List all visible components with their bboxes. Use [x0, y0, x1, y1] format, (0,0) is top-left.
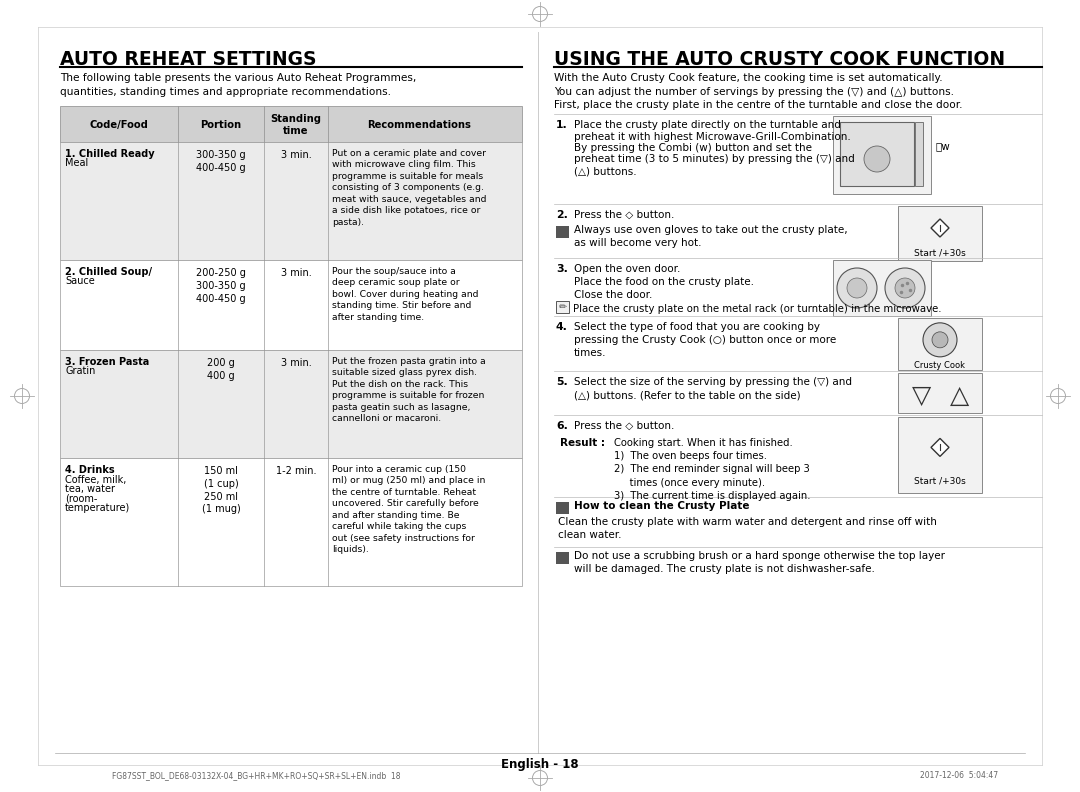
Circle shape: [895, 278, 915, 298]
Text: △: △: [950, 384, 970, 408]
Text: 3 min.: 3 min.: [281, 358, 311, 368]
Text: Meal: Meal: [65, 158, 89, 169]
Text: 3 min.: 3 min.: [281, 150, 311, 160]
Text: ▽: ▽: [913, 384, 932, 408]
Circle shape: [837, 268, 877, 308]
Text: tea, water: tea, water: [65, 484, 114, 494]
Bar: [60, 260, 522, 350]
Text: Press the ◇ button.: Press the ◇ button.: [573, 421, 674, 431]
Text: Pour into a ceramic cup (150
ml) or mug (250 ml) and place in
the centre of turn: Pour into a ceramic cup (150 ml) or mug …: [332, 465, 485, 554]
Text: Select the type of food that you are cooking by
pressing the Crusty Cook (○) but: Select the type of food that you are coo…: [573, 322, 836, 359]
Text: 1.: 1.: [556, 120, 568, 130]
Bar: [556, 502, 569, 514]
Text: 4.: 4.: [556, 322, 568, 332]
Text: Press the ◇ button.: Press the ◇ button.: [573, 210, 674, 220]
Text: FG87SST_BOL_DE68-03132X-04_BG+HR+MK+RO+SQ+SR+SL+EN.indb  18: FG87SST_BOL_DE68-03132X-04_BG+HR+MK+RO+S…: [112, 771, 401, 780]
Text: Always use oven gloves to take out the crusty plate,
as will become very hot.: Always use oven gloves to take out the c…: [573, 225, 848, 248]
Bar: [897, 373, 982, 413]
Text: With the Auto Crusty Cook feature, the cooking time is set automatically.
You ca: With the Auto Crusty Cook feature, the c…: [554, 73, 962, 110]
Text: Do not use a scrubbing brush or a hard sponge otherwise the top layer
will be da: Do not use a scrubbing brush or a hard s…: [573, 551, 945, 574]
Text: 4. Drinks: 4. Drinks: [65, 465, 114, 475]
Bar: [897, 206, 982, 261]
Text: 200 g
400 g: 200 g 400 g: [207, 358, 234, 381]
Text: Standing
time: Standing time: [270, 114, 322, 136]
Text: Start /+30s: Start /+30s: [914, 249, 966, 258]
Text: ➕w: ➕w: [935, 141, 949, 151]
Text: Clean the crusty plate with warm water and detergent and rinse off with
clean wa: Clean the crusty plate with warm water a…: [558, 517, 936, 540]
Bar: [60, 142, 522, 260]
Text: Open the oven door.
Place the food on the crusty plate.
Close the door.: Open the oven door. Place the food on th…: [573, 264, 754, 300]
Text: Result :: Result :: [561, 438, 605, 448]
Text: Start /+30s: Start /+30s: [914, 476, 966, 485]
Circle shape: [885, 268, 924, 308]
Text: 3. Frozen Pasta: 3. Frozen Pasta: [65, 357, 149, 367]
Text: 3 min.: 3 min.: [281, 268, 311, 278]
Text: Recommendations: Recommendations: [367, 120, 471, 130]
Text: English - 18: English - 18: [501, 758, 579, 771]
Text: Cooking start. When it has finished.
1)  The oven beeps four times.
2)  The end : Cooking start. When it has finished. 1) …: [615, 438, 810, 501]
Text: 2017-12-06  5:04:47: 2017-12-06 5:04:47: [920, 771, 998, 780]
Text: 3.: 3.: [556, 264, 568, 274]
Polygon shape: [931, 439, 949, 456]
Bar: [60, 106, 522, 142]
Circle shape: [923, 323, 957, 357]
Text: How to clean the Crusty Plate: How to clean the Crusty Plate: [573, 501, 750, 511]
Circle shape: [847, 278, 867, 298]
Text: 2. Chilled Soup/: 2. Chilled Soup/: [65, 267, 152, 277]
Text: Place the crusty plate directly on the turntable and: Place the crusty plate directly on the t…: [573, 120, 841, 130]
Text: Put the frozen pasta gratin into a
suitable sized glass pyrex dish.
Put the dish: Put the frozen pasta gratin into a suita…: [332, 357, 486, 423]
Bar: [833, 260, 931, 316]
Text: 200-250 g
300-350 g
400-450 g: 200-250 g 300-350 g 400-450 g: [197, 268, 246, 303]
Bar: [897, 318, 982, 370]
Text: Portion: Portion: [201, 120, 242, 130]
Text: 1. Chilled Ready: 1. Chilled Ready: [65, 149, 154, 159]
Circle shape: [864, 146, 890, 172]
Text: Place the crusty plate on the metal rack (or turntable) in the microwave.: Place the crusty plate on the metal rack…: [573, 304, 942, 314]
Text: 1-2 min.: 1-2 min.: [275, 466, 316, 476]
Bar: [60, 458, 522, 586]
Text: Crusty Cook: Crusty Cook: [915, 360, 966, 370]
Bar: [556, 226, 569, 238]
Bar: [556, 552, 569, 564]
Text: 300-350 g
400-450 g: 300-350 g 400-450 g: [197, 150, 246, 173]
Bar: [897, 417, 982, 493]
Text: (room-: (room-: [65, 493, 97, 504]
Text: The following table presents the various Auto Reheat Programmes,
quantities, sta: The following table presents the various…: [60, 73, 416, 97]
Text: Code/Food: Code/Food: [90, 120, 148, 130]
Text: (△) buttons.: (△) buttons.: [573, 166, 636, 176]
Text: Gratin: Gratin: [65, 367, 95, 376]
Text: Coffee, milk,: Coffee, milk,: [65, 474, 126, 485]
Text: Pour the soup/sauce into a
deep ceramic soup plate or
bowl. Cover during heating: Pour the soup/sauce into a deep ceramic …: [332, 267, 478, 322]
Text: USING THE AUTO CRUSTY COOK FUNCTION: USING THE AUTO CRUSTY COOK FUNCTION: [554, 50, 1005, 69]
Text: Select the size of the serving by pressing the (▽) and
(△) buttons. (Refer to th: Select the size of the serving by pressi…: [573, 377, 852, 400]
Bar: [60, 350, 522, 458]
Polygon shape: [931, 219, 949, 237]
Bar: [915, 122, 923, 186]
Text: By pressing the Combi (w) button and set the: By pressing the Combi (w) button and set…: [573, 143, 812, 153]
Bar: [556, 301, 569, 313]
Text: Put on a ceramic plate and cover
with microwave cling film. This
programme is su: Put on a ceramic plate and cover with mi…: [332, 149, 486, 227]
Text: preheat it with highest Microwave-Grill-Combination.: preheat it with highest Microwave-Grill-…: [573, 131, 851, 142]
Text: AUTO REHEAT SETTINGS: AUTO REHEAT SETTINGS: [60, 50, 316, 69]
Text: temperature): temperature): [65, 503, 131, 513]
Text: 2.: 2.: [556, 210, 568, 220]
Text: Sauce: Sauce: [65, 276, 95, 287]
Bar: [833, 116, 931, 194]
Bar: [840, 122, 914, 186]
Circle shape: [932, 332, 948, 348]
Text: 6.: 6.: [556, 421, 568, 431]
Text: 5.: 5.: [556, 377, 568, 387]
Text: preheat time (3 to 5 minutes) by pressing the (▽) and: preheat time (3 to 5 minutes) by pressin…: [573, 154, 854, 165]
Text: ✏: ✏: [558, 302, 567, 312]
Text: 150 ml
(1 cup)
250 ml
(1 mug): 150 ml (1 cup) 250 ml (1 mug): [202, 466, 241, 514]
